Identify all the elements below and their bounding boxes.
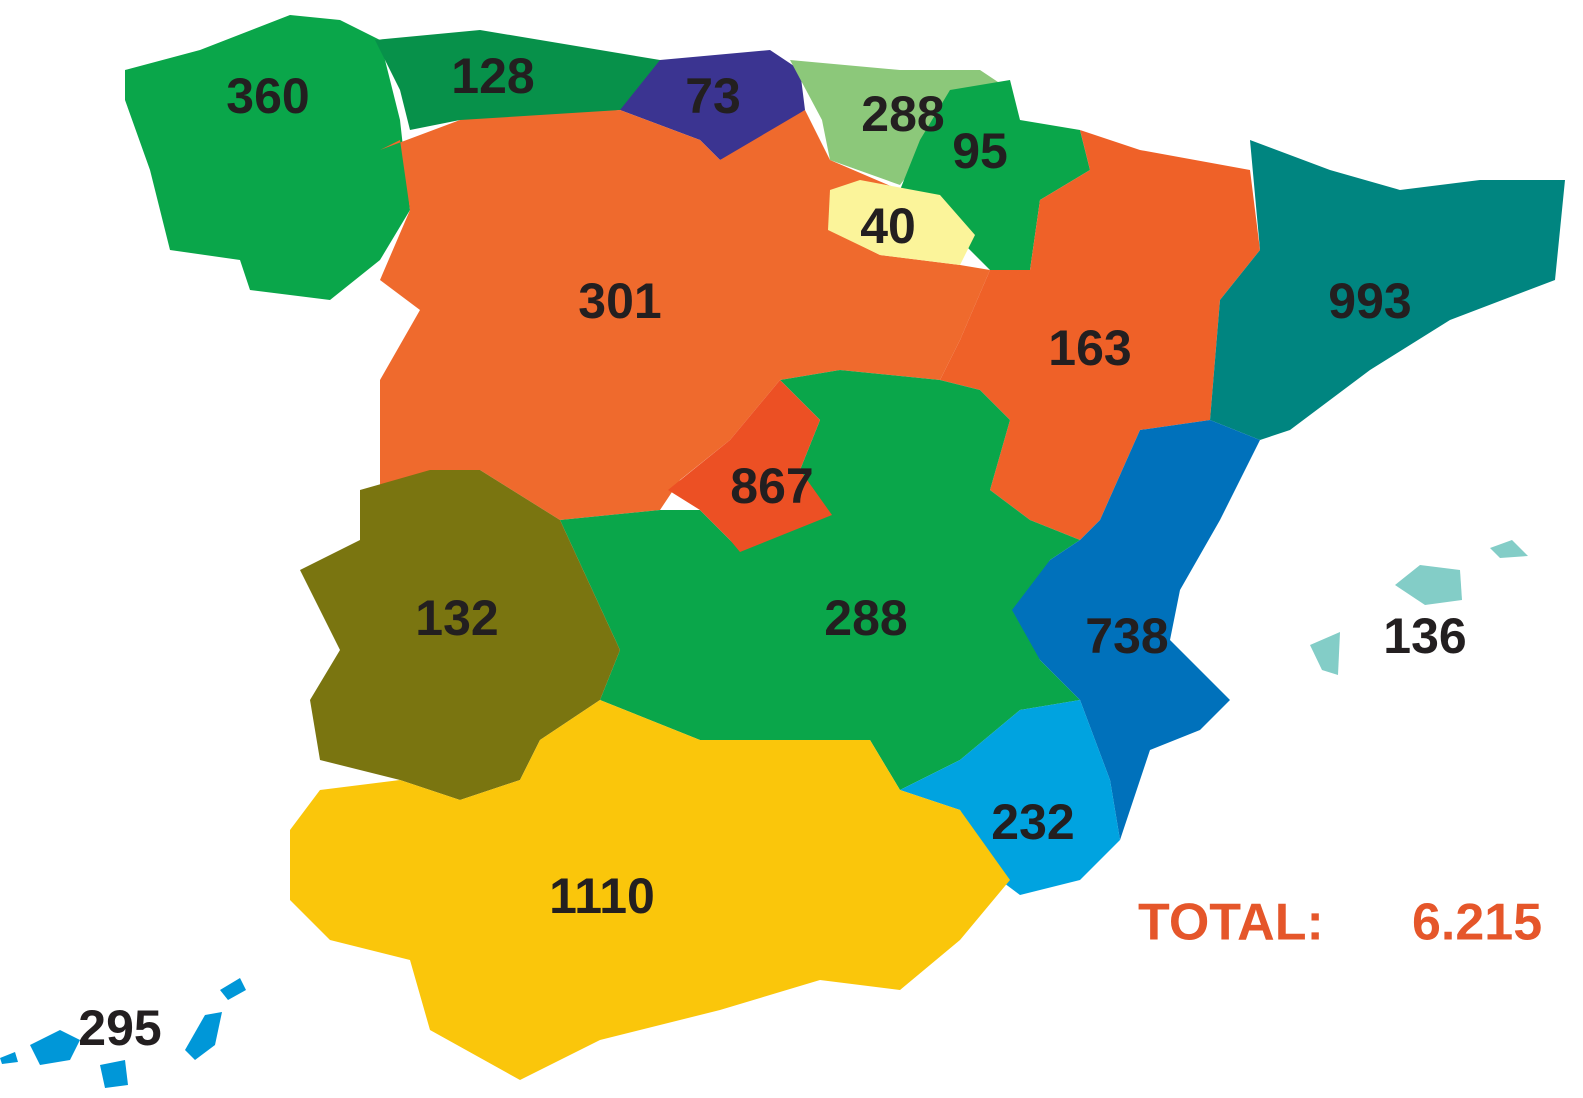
region-madrid — [668, 380, 832, 552]
region-value: 163 — [1048, 320, 1131, 376]
region-rioja — [828, 180, 975, 265]
region-baleares — [1310, 540, 1528, 675]
region-value: 73 — [685, 68, 741, 124]
region-value: 95 — [952, 123, 1008, 179]
region-value: 288 — [861, 86, 944, 142]
region-murcia — [900, 700, 1120, 895]
total-value: 6.215 — [1412, 894, 1542, 952]
region-value: 132 — [415, 590, 498, 646]
region-catalonia — [1210, 140, 1565, 440]
region-andalucia — [290, 700, 1010, 1080]
region-extremadura — [300, 470, 620, 800]
island — [1310, 632, 1340, 675]
region-value: 128 — [451, 48, 534, 104]
region-values: 360 128 73 288 95 40 301 163 993 867 288… — [78, 48, 1466, 1056]
region-value: 1110 — [549, 868, 655, 924]
region-value: 288 — [824, 590, 907, 646]
island — [220, 978, 246, 1000]
region-castilla-la-mancha — [560, 370, 1080, 790]
regions — [0, 15, 1565, 1088]
island — [1395, 565, 1462, 605]
region-value: 232 — [991, 794, 1074, 850]
region-value: 301 — [578, 273, 661, 329]
region-cantabria — [620, 50, 805, 160]
region-value: 867 — [730, 458, 813, 514]
region-valencia — [1012, 420, 1260, 840]
region-value: 40 — [860, 198, 916, 254]
region-canarias — [0, 978, 246, 1088]
region-value: 993 — [1328, 273, 1411, 329]
island — [100, 1060, 128, 1088]
island — [0, 1052, 18, 1064]
total-label: TOTAL: — [1138, 894, 1324, 952]
region-value: 136 — [1383, 608, 1466, 664]
region-value: 738 — [1085, 608, 1168, 664]
island — [1490, 540, 1528, 558]
island — [185, 1012, 222, 1060]
region-value: 295 — [78, 1000, 161, 1056]
region-value: 360 — [226, 68, 309, 124]
region-asturias — [375, 30, 665, 130]
region-galicia — [125, 15, 410, 300]
region-aragon — [940, 130, 1260, 540]
island — [30, 1030, 80, 1065]
